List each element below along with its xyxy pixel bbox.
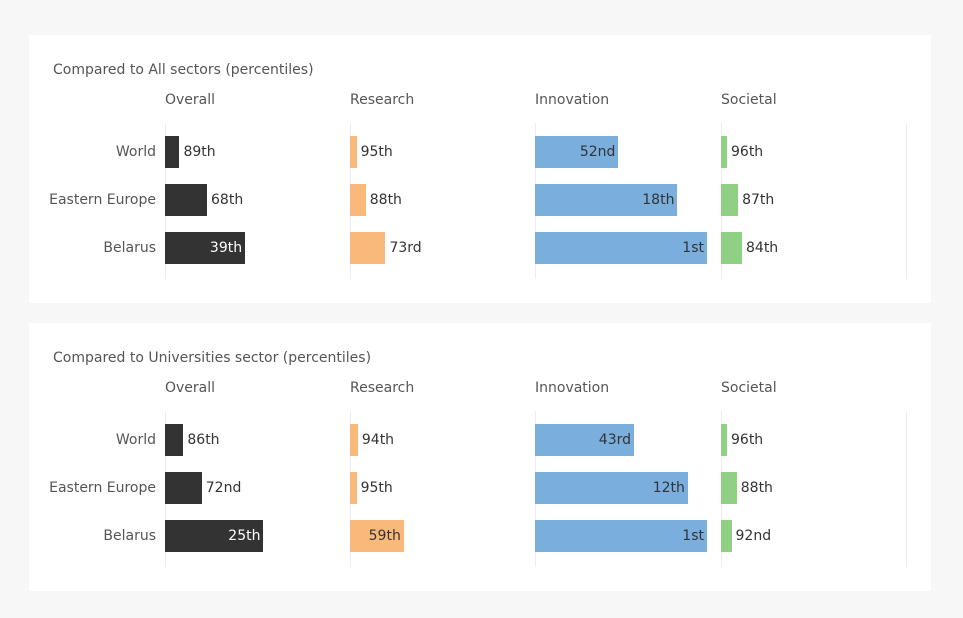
group-label-research: Research (350, 92, 415, 108)
data-label: 72nd (205, 480, 242, 496)
row-label-belarus: Belarus (103, 528, 156, 544)
row-label-world: World (115, 144, 156, 160)
group-label-societal: Societal (721, 380, 777, 396)
data-label: 73rd (389, 240, 422, 256)
data-label: 94th (361, 432, 395, 448)
group-label-innovation: Innovation (535, 380, 610, 396)
chart-title: Compared to All sectors (percentiles) (53, 62, 314, 78)
data-label: 43rd (598, 432, 632, 448)
data-label: 89th (183, 144, 216, 160)
row-label-eastern-europe: Eastern Europe (49, 480, 156, 496)
bar-societal-eastern-europe[interactable] (721, 472, 737, 504)
bar-overall-world[interactable] (165, 424, 184, 456)
bar-research-eastern-europe[interactable] (350, 184, 366, 216)
data-label: 95th (360, 144, 393, 160)
axis-line-right (906, 411, 907, 567)
group-label-innovation: Innovation (535, 92, 610, 108)
bar-research-world[interactable] (350, 136, 357, 168)
bar-innovation-belarus[interactable] (535, 232, 707, 264)
bar-societal-belarus[interactable] (721, 520, 732, 552)
bar-innovation-eastern-europe[interactable] (535, 472, 688, 504)
data-label: 68th (211, 192, 244, 208)
bar-societal-world[interactable] (721, 136, 727, 168)
data-label: 88th (369, 192, 402, 208)
row-label-belarus: Belarus (103, 240, 156, 256)
bar-societal-world[interactable] (721, 424, 727, 456)
bar-research-belarus[interactable] (350, 232, 386, 264)
bar-research-belarus[interactable] (350, 520, 404, 552)
bar-innovation-world[interactable] (535, 424, 635, 456)
data-label: 88th (740, 480, 773, 496)
bar-research-world[interactable] (350, 424, 358, 456)
chart-title: Compared to Universities sector (percent… (53, 350, 372, 366)
data-label: 18th (642, 192, 675, 208)
data-label: 92nd (735, 528, 772, 544)
row-label-eastern-europe: Eastern Europe (49, 192, 156, 208)
data-label: 52nd (579, 144, 616, 160)
data-label: 39th (209, 240, 243, 256)
chart-panel-all-sectors: Compared to All sectors (percentiles) Wo… (29, 35, 931, 303)
data-label: 59th (368, 528, 401, 544)
bar-societal-belarus[interactable] (721, 232, 742, 264)
row-label-world: World (115, 432, 156, 448)
data-label: 25th (228, 528, 261, 544)
group-label-societal: Societal (721, 92, 777, 108)
data-label: 12th (652, 480, 685, 496)
data-label: 95th (360, 480, 393, 496)
chart-panel-universities-sector: Compared to Universities sector (percent… (29, 323, 931, 591)
data-label: 96th (731, 144, 764, 160)
data-label: 1st (682, 240, 704, 256)
bar-research-eastern-europe[interactable] (350, 472, 357, 504)
bar-overall-belarus[interactable] (165, 232, 246, 264)
bar-overall-world[interactable] (165, 136, 180, 168)
bar-overall-belarus[interactable] (165, 520, 264, 552)
bar-overall-eastern-europe[interactable] (165, 184, 208, 216)
data-label: 86th (187, 432, 220, 448)
bar-innovation-eastern-europe[interactable] (535, 184, 678, 216)
group-label-overall: Overall (165, 92, 216, 108)
bar-innovation-belarus[interactable] (535, 520, 707, 552)
data-label: 84th (746, 240, 779, 256)
axis-line-right (906, 123, 907, 279)
data-label: 87th (742, 192, 775, 208)
group-label-research: Research (350, 380, 415, 396)
data-label: 1st (682, 528, 704, 544)
data-label: 96th (731, 432, 764, 448)
group-label-overall: Overall (165, 380, 216, 396)
bar-societal-eastern-europe[interactable] (721, 184, 739, 216)
bar-innovation-world[interactable] (535, 136, 619, 168)
bar-overall-eastern-europe[interactable] (165, 472, 202, 504)
